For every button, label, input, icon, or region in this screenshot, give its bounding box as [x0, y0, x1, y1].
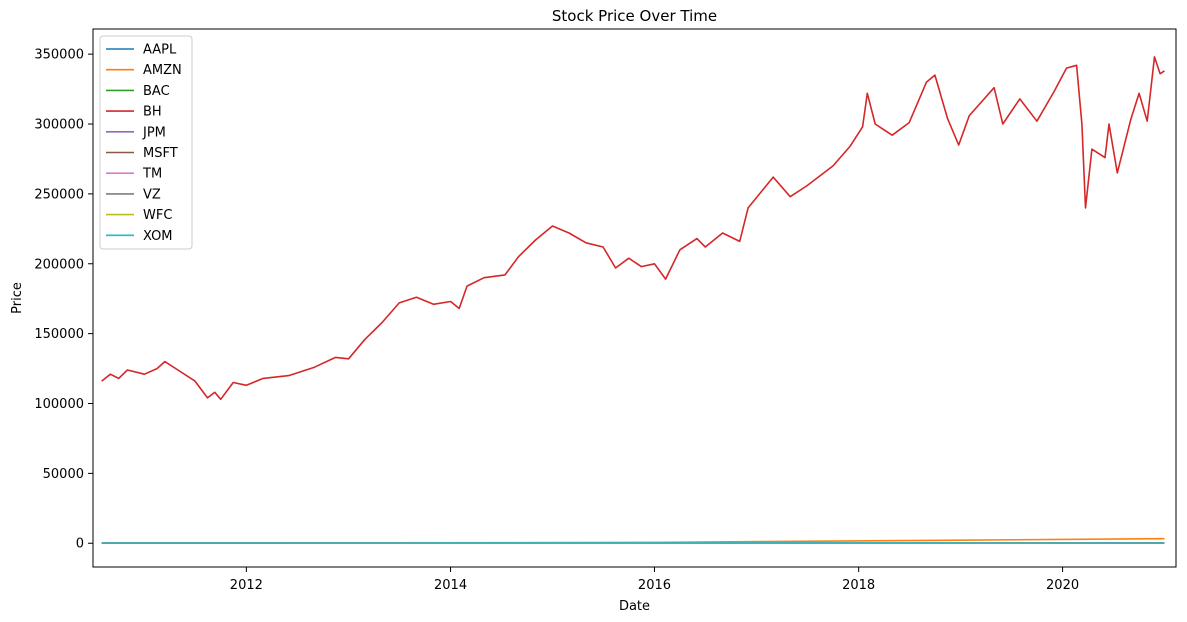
legend-label-vz: VZ	[143, 187, 161, 202]
legend-label-jpm: JPM	[142, 125, 166, 140]
y-tick-label: 200000	[34, 257, 84, 272]
legend: AAPL AMZN BAC BH JPM MSFT TM VZ WFC XOM	[99, 35, 193, 250]
y-tick-label: 0	[76, 537, 84, 552]
legend-label-tm: TM	[142, 167, 162, 182]
legend-box	[99, 35, 193, 250]
legend-label-bac: BAC	[143, 84, 170, 99]
x-tick-label: 2012	[230, 578, 263, 593]
y-tick-label: 100000	[34, 397, 84, 412]
legend-label-bh: BH	[143, 105, 162, 120]
series-line-bh	[101, 56, 1165, 401]
legend-label-xom: XOM	[143, 229, 173, 244]
y-axis: 0 50000 100000 150000 200000 250000 300000 3500…	[34, 48, 93, 552]
plot-area-frame	[92, 28, 1177, 568]
y-axis-label: Price	[10, 282, 25, 314]
legend-label-aapl: AAPL	[143, 43, 177, 58]
series-lines	[101, 56, 1165, 545]
x-axis-label: Date	[619, 599, 650, 614]
x-tick-label: 2014	[434, 578, 467, 593]
y-tick-label: 250000	[34, 187, 84, 202]
y-tick-label: 300000	[34, 118, 84, 133]
x-axis: 2012 2014 2016 2018 2020	[230, 567, 1079, 593]
legend-label-wfc: WFC	[143, 208, 172, 223]
x-tick-label: 2016	[638, 578, 671, 593]
x-tick-label: 2018	[842, 578, 875, 593]
y-tick-label: 50000	[43, 467, 84, 482]
chart-title: Stock Price Over Time	[552, 7, 717, 25]
y-tick-label: 350000	[34, 48, 84, 63]
x-tick-label: 2020	[1046, 578, 1079, 593]
y-tick-label: 150000	[34, 327, 84, 342]
legend-label-amzn: AMZN	[143, 63, 182, 78]
legend-label-msft: MSFT	[143, 146, 178, 161]
